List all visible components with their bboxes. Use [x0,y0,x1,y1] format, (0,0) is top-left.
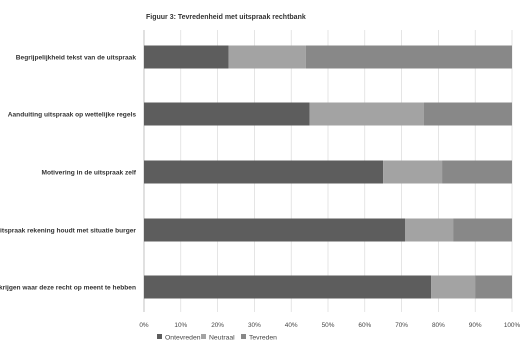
category-label: Begrijpelijkheid tekst van de uitspraak [16,55,137,62]
chart-title: Figuur 3: Tevredenheid met uitspraak rec… [146,14,306,21]
x-tick-label: 20% [211,322,224,329]
bar-tevreden-4 [475,275,512,299]
x-tick-label: 0% [139,322,149,329]
category-label: uitspraak rekening houdt met situatie bu… [0,228,136,235]
x-tick-labels: 0% 10% 20% 30% 40% 50% 60% 70% 80% 90% 100% [139,322,520,329]
x-tick-label: 30% [248,322,261,329]
bar-tevreden-1 [423,102,512,126]
bar-neutraal-2 [383,160,443,184]
bar-ontevreden-2 [144,160,384,184]
bar-ontevreden-1 [144,102,310,126]
bar-neutraal-0 [228,45,306,69]
x-tick-label: 50% [322,322,335,329]
legend-swatch-ontevreden [157,334,162,339]
x-tick-label: 80% [432,322,445,329]
x-tick-label: 100% [504,322,521,329]
x-tick-label: 70% [395,322,408,329]
bar-ontevreden-0 [144,45,229,69]
legend-swatch-tevreden [241,334,246,339]
bar-tevreden-3 [453,218,512,242]
bar-tevreden-0 [305,45,512,69]
category-label: Motivering in de uitspraak zelf [41,170,136,177]
category-labels: Begrijpelijkheid tekst van de uitspraak A… [0,55,137,292]
legend-label-ontevreden: Ontevreden [165,335,201,342]
legend-label-tevreden: Tevreden [249,335,277,342]
legend: Ontevreden Neutraal Tevreden [157,334,277,342]
bar-tevreden-2 [442,160,512,184]
x-tick-label: 90% [469,322,482,329]
category-label: Aanduiting uitspraak op wettelijke regel… [8,112,137,119]
bar-neutraal-1 [309,102,424,126]
bar-ontevreden-4 [144,275,432,299]
x-tick-label: 10% [174,322,187,329]
x-tick-label: 40% [285,322,298,329]
bar-neutraal-3 [405,218,454,242]
legend-swatch-neutraal [201,334,206,339]
legend-label-neutraal: Neutraal [209,335,235,342]
category-label: krijgen waar deze recht op meent te hebb… [0,285,136,292]
bar-neutraal-4 [431,275,476,299]
bar-ontevreden-3 [144,218,406,242]
x-tick-label: 60% [358,322,371,329]
bars [144,45,512,299]
